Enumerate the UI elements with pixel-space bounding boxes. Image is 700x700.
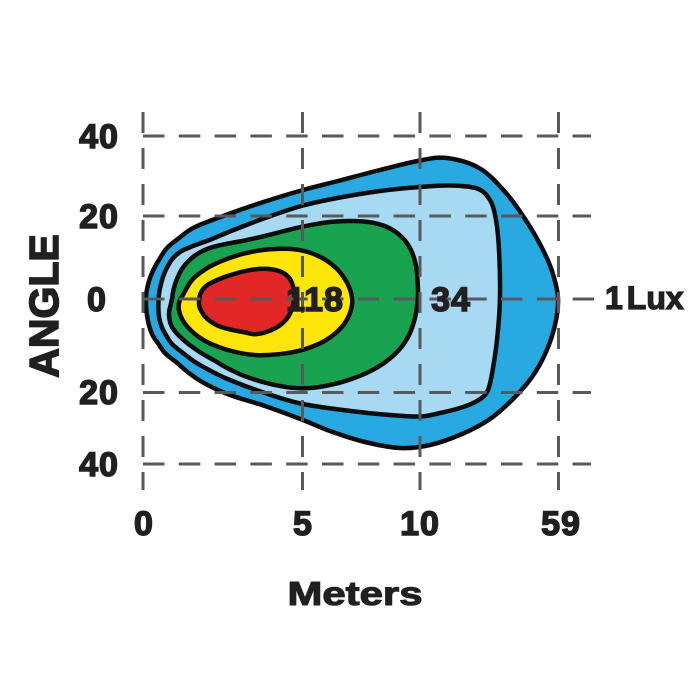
svg-text:20: 20: [79, 374, 119, 412]
svg-text:5: 5: [293, 505, 313, 543]
svg-text:0: 0: [87, 281, 107, 319]
svg-text:0: 0: [134, 505, 154, 543]
svg-text:40: 40: [79, 118, 119, 156]
svg-text:34: 34: [431, 281, 471, 319]
svg-text:20: 20: [79, 198, 119, 236]
svg-text:118: 118: [286, 281, 344, 319]
svg-text:ANGLE: ANGLE: [21, 234, 67, 378]
svg-text:59: 59: [541, 505, 581, 543]
svg-text:40: 40: [79, 446, 119, 484]
svg-text:10: 10: [400, 505, 440, 543]
svg-text:Meters: Meters: [288, 576, 423, 613]
